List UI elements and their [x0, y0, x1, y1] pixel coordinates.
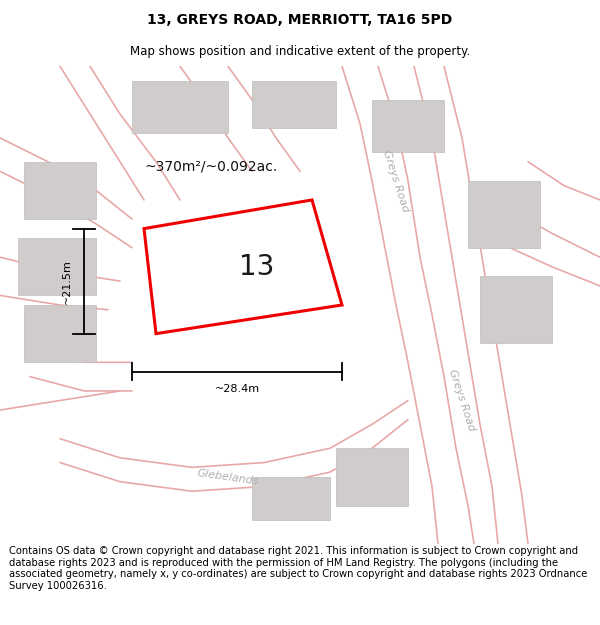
Polygon shape — [144, 200, 342, 334]
Text: ~21.5m: ~21.5m — [62, 259, 72, 304]
Text: Contains OS data © Crown copyright and database right 2021. This information is : Contains OS data © Crown copyright and d… — [9, 546, 587, 591]
Polygon shape — [372, 99, 444, 152]
Text: Glebelands: Glebelands — [196, 468, 260, 486]
Text: ~370m²/~0.092ac.: ~370m²/~0.092ac. — [144, 159, 277, 174]
Text: Greys Road: Greys Road — [447, 368, 477, 432]
Polygon shape — [468, 181, 540, 248]
Text: 13: 13 — [239, 253, 274, 281]
Polygon shape — [132, 81, 228, 133]
Text: Greys Road: Greys Road — [381, 149, 411, 213]
Text: 13, GREYS ROAD, MERRIOTT, TA16 5PD: 13, GREYS ROAD, MERRIOTT, TA16 5PD — [148, 13, 452, 27]
Polygon shape — [336, 448, 408, 506]
Polygon shape — [252, 81, 336, 128]
Polygon shape — [24, 305, 96, 362]
Polygon shape — [24, 162, 96, 219]
Polygon shape — [252, 477, 330, 520]
Text: ~28.4m: ~28.4m — [214, 384, 260, 394]
Polygon shape — [18, 238, 96, 296]
Polygon shape — [480, 276, 552, 343]
Polygon shape — [180, 238, 276, 314]
Text: Map shows position and indicative extent of the property.: Map shows position and indicative extent… — [130, 45, 470, 58]
